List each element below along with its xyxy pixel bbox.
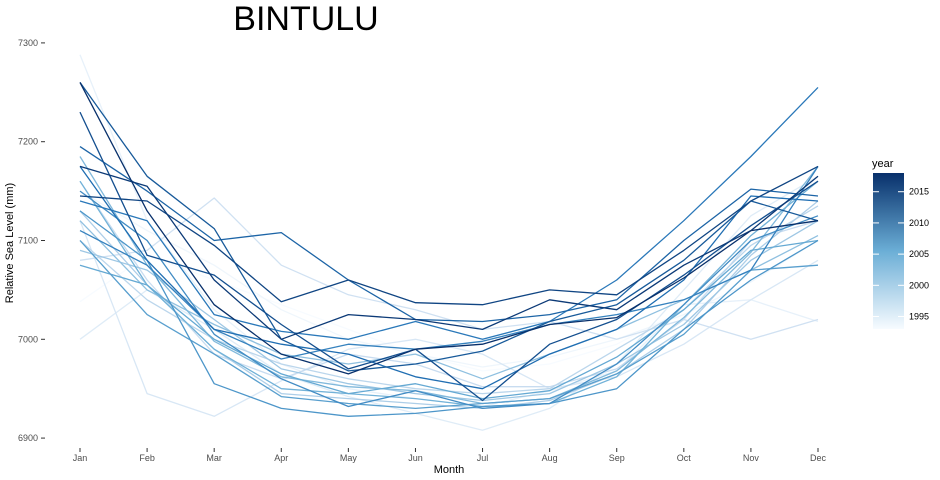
series-line-2017 (79, 165, 819, 340)
y-axis: 6900 7000 7100 7200 7300 (18, 38, 45, 443)
year-legend: year 1995 2000 2005 2010 2015 (872, 158, 929, 329)
series-line-2004 (79, 156, 819, 405)
x-tick-label-feb: Feb (139, 453, 155, 463)
x-tick-label-jul: Jul (477, 453, 489, 463)
series-line-1999 (79, 180, 819, 388)
legend-colorbar (873, 173, 904, 329)
series-line-2013 (79, 146, 819, 323)
series-line-1994 (79, 190, 819, 368)
series-line-1993 (79, 220, 819, 372)
series-line-2016 (79, 165, 819, 306)
x-axis-title: Month (434, 464, 465, 476)
series-line-1996 (79, 175, 819, 431)
x-axis: Jan Feb Mar Apr May Jun Jul Aug Sep Oct Nov Dec (73, 448, 827, 463)
y-tick-label: 7100 (18, 235, 38, 245)
series-line-2008 (79, 210, 819, 417)
legend-tick-label: 2000 (909, 280, 929, 290)
legend-tick-label: 2015 (909, 187, 929, 197)
legend-tick-label: 2005 (909, 249, 929, 259)
series-line-2000 (79, 205, 819, 395)
x-tick-label-may: May (340, 453, 358, 463)
series-line-2015 (79, 111, 819, 402)
legend-tick-label: 1995 (909, 312, 929, 322)
x-tick-label-jan: Jan (73, 453, 88, 463)
x-tick-label-oct: Oct (677, 453, 692, 463)
legend-tick-label: 2010 (909, 218, 929, 228)
series-line-2012 (79, 166, 819, 390)
y-tick-label: 7200 (18, 137, 38, 147)
x-tick-label-aug: Aug (542, 453, 558, 463)
series-line-2011 (79, 86, 819, 340)
x-tick-label-mar: Mar (206, 453, 222, 463)
x-tick-label-dec: Dec (810, 453, 827, 463)
x-tick-label-nov: Nov (743, 453, 760, 463)
y-tick-label: 6900 (18, 433, 38, 443)
x-tick-label-jun: Jun (408, 453, 423, 463)
series-line-2018 (79, 82, 819, 375)
x-tick-label-sep: Sep (609, 453, 625, 463)
series-line-2006 (79, 239, 819, 400)
x-tick-label-apr: Apr (274, 453, 288, 463)
legend-ticks: 1995 2000 2005 2010 2015 (873, 187, 929, 322)
y-tick-label: 7300 (18, 38, 38, 48)
series-line-2003 (79, 220, 819, 380)
y-tick-label: 7000 (18, 334, 38, 344)
legend-title: year (872, 158, 894, 170)
y-axis-title: Relative Sea Level (mm) (4, 183, 16, 303)
chart-title: BINTULU (233, 0, 378, 38)
series-line-1995 (79, 54, 819, 408)
series-line-2014 (79, 82, 819, 372)
series-lines (79, 54, 819, 431)
series-line-2007 (79, 240, 819, 410)
